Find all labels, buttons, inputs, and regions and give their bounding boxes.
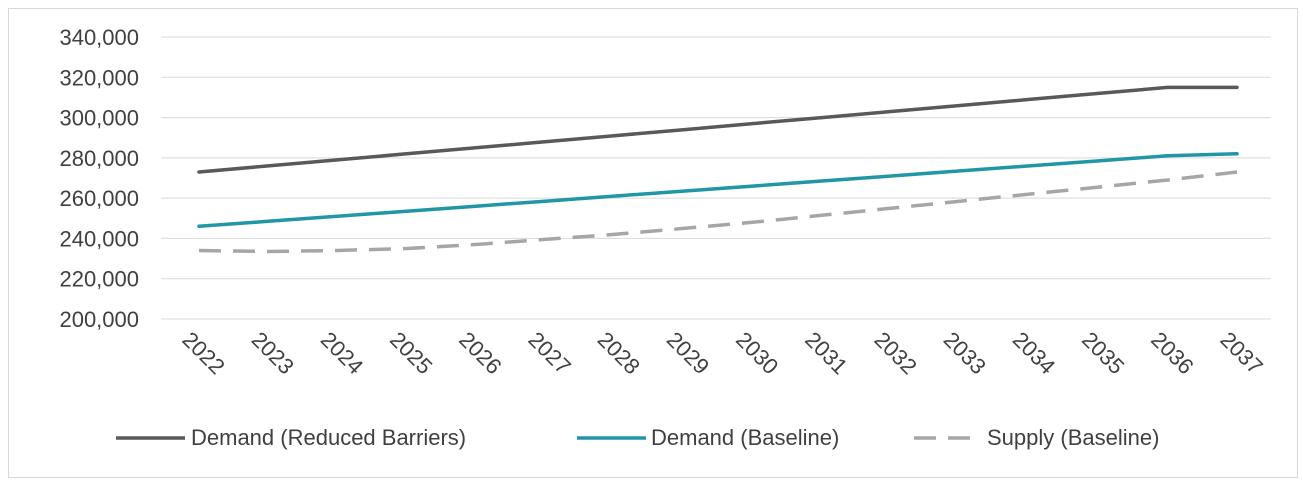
x-tick-label: 2028 (593, 327, 645, 379)
y-tick-label: 300,000 (59, 106, 139, 131)
line-chart: 200,000 220,000 240,000 260,000 280,000 300,0… (59, 25, 1271, 450)
x-tick-label: 2037 (1215, 327, 1267, 379)
x-tick-label: 2036 (1146, 327, 1198, 379)
y-tick-label: 320,000 (59, 65, 139, 90)
series-line-2 (197, 152, 1239, 229)
x-tick-label: 2031 (800, 327, 852, 379)
x-tick-label: 2035 (1077, 327, 1129, 379)
y-tick-label: 280,000 (59, 146, 139, 171)
y-tick-label: 260,000 (59, 186, 139, 211)
x-tick-label: 2032 (869, 327, 921, 379)
x-axis-tick-labels: 2022 2023 2024 2025 2026 2027 2028 2029 2030 2031… (177, 327, 1267, 379)
x-tick-label: 2023 (247, 327, 299, 379)
x-tick-label: 2033 (939, 327, 991, 379)
y-tick-label: 240,000 (59, 226, 139, 251)
x-tick-label: 2030 (731, 327, 783, 379)
y-tick-label: 220,000 (59, 267, 139, 292)
x-tick-label: 2022 (177, 327, 229, 379)
x-tick-label: 2029 (662, 327, 714, 379)
legend-entry-label: Demand (Reduced Barriers) (191, 425, 466, 450)
x-tick-label: 2027 (523, 327, 575, 379)
legend-entry-label: Demand (Baseline) (651, 425, 839, 450)
legend: Demand (Reduced Barriers) Demand (Baselin… (116, 425, 1159, 450)
x-tick-label: 2026 (454, 327, 506, 379)
y-tick-label: 200,000 (59, 307, 139, 332)
series-lines (197, 85, 1239, 254)
series-line-3 (198, 170, 1238, 254)
x-tick-label: 2034 (1008, 327, 1060, 379)
gridlines (161, 36, 1271, 320)
x-tick-label: 2025 (385, 327, 437, 379)
series-line-1 (197, 85, 1239, 174)
y-tick-label: 340,000 (59, 25, 139, 50)
chart-frame: 200,000 220,000 240,000 260,000 280,000 300,0… (8, 8, 1298, 478)
x-tick-label: 2024 (316, 327, 368, 379)
y-axis-tick-labels: 200,000 220,000 240,000 260,000 280,000 300,0… (59, 25, 139, 332)
legend-entry-label: Supply (Baseline) (987, 425, 1159, 450)
